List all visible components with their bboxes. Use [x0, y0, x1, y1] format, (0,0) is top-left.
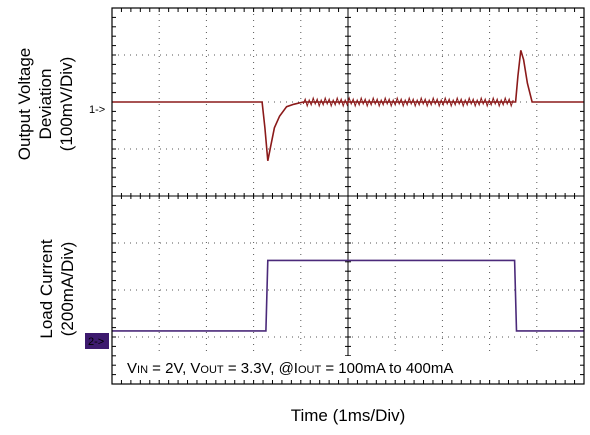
ylabel-ch1-line1: Output Voltage — [15, 48, 34, 160]
conditions-annotation: VIN = 2V, VOUT = 3.3V, @IOUT = 100mA to … — [127, 360, 453, 377]
ylabel-ch2-line2: (200mA/Div) — [58, 242, 77, 336]
ylabel-ch1: Output Voltage Deviation (100mV/Div) — [15, 48, 76, 160]
ch1-trace — [112, 50, 584, 161]
ylabel-ch1-line3: (100mV/Div) — [57, 57, 76, 151]
x-axis-label: Time (1ms/Div) — [291, 406, 406, 425]
ch2-marker-box: 2-> — [85, 333, 109, 349]
traces — [112, 50, 584, 332]
plot-frame — [111, 7, 585, 385]
annotation-bg — [120, 356, 566, 378]
ylabel-ch1-line2: Deviation — [36, 69, 55, 140]
ch1-noise — [302, 96, 514, 108]
graticule — [111, 7, 585, 385]
ylabel-ch2-line1: Load Current — [37, 239, 56, 339]
ch2-trace — [112, 259, 584, 332]
ch2-marker: 2-> — [88, 336, 104, 348]
ch1-marker: 1-> — [89, 104, 105, 116]
ylabel-ch2: Load Current (200mA/Div) — [37, 239, 77, 339]
